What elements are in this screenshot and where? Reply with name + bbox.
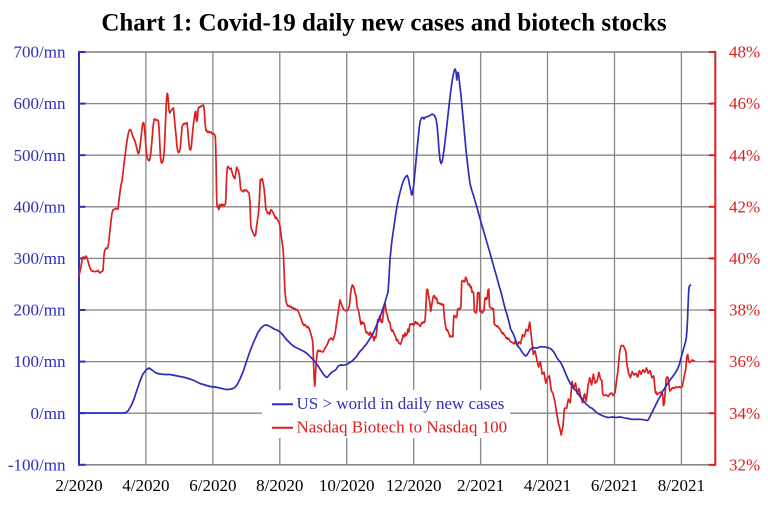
svg-text:2/2021: 2/2021 <box>457 476 504 495</box>
svg-text:500/mn: 500/mn <box>14 146 66 165</box>
svg-text:48%: 48% <box>729 43 760 62</box>
svg-text:44%: 44% <box>729 146 760 165</box>
svg-text:12/2020: 12/2020 <box>386 476 442 495</box>
svg-text:38%: 38% <box>729 301 760 320</box>
svg-text:40%: 40% <box>729 249 760 268</box>
svg-text:700/mn: 700/mn <box>14 43 66 62</box>
svg-text:8/2020: 8/2020 <box>256 476 303 495</box>
svg-text:200/mn: 200/mn <box>14 301 66 320</box>
svg-text:600/mn: 600/mn <box>14 94 66 113</box>
svg-text:300/mn: 300/mn <box>14 249 66 268</box>
svg-text:4/2020: 4/2020 <box>122 476 169 495</box>
svg-text:36%: 36% <box>729 352 760 371</box>
svg-text:10/2020: 10/2020 <box>319 476 375 495</box>
svg-text:-100/mn: -100/mn <box>8 455 66 474</box>
svg-text:8/2021: 8/2021 <box>658 476 705 495</box>
svg-text:US > world in daily new cases: US > world in daily new cases <box>297 394 505 413</box>
svg-text:6/2020: 6/2020 <box>189 476 236 495</box>
svg-text:100/mn: 100/mn <box>14 352 66 371</box>
svg-text:34%: 34% <box>729 404 760 423</box>
svg-text:6/2021: 6/2021 <box>591 476 638 495</box>
svg-text:42%: 42% <box>729 197 760 216</box>
svg-text:4/2021: 4/2021 <box>524 476 571 495</box>
svg-text:0/mn: 0/mn <box>31 404 66 423</box>
svg-text:2/2020: 2/2020 <box>55 476 102 495</box>
svg-text:Chart 1: Covid-19 daily new ca: Chart 1: Covid-19 daily new cases and bi… <box>101 10 667 37</box>
svg-text:32%: 32% <box>729 455 760 474</box>
svg-text:46%: 46% <box>729 94 760 113</box>
svg-text:Nasdaq Biotech to Nasdaq 100: Nasdaq Biotech to Nasdaq 100 <box>297 418 508 437</box>
svg-text:400/mn: 400/mn <box>14 197 66 216</box>
